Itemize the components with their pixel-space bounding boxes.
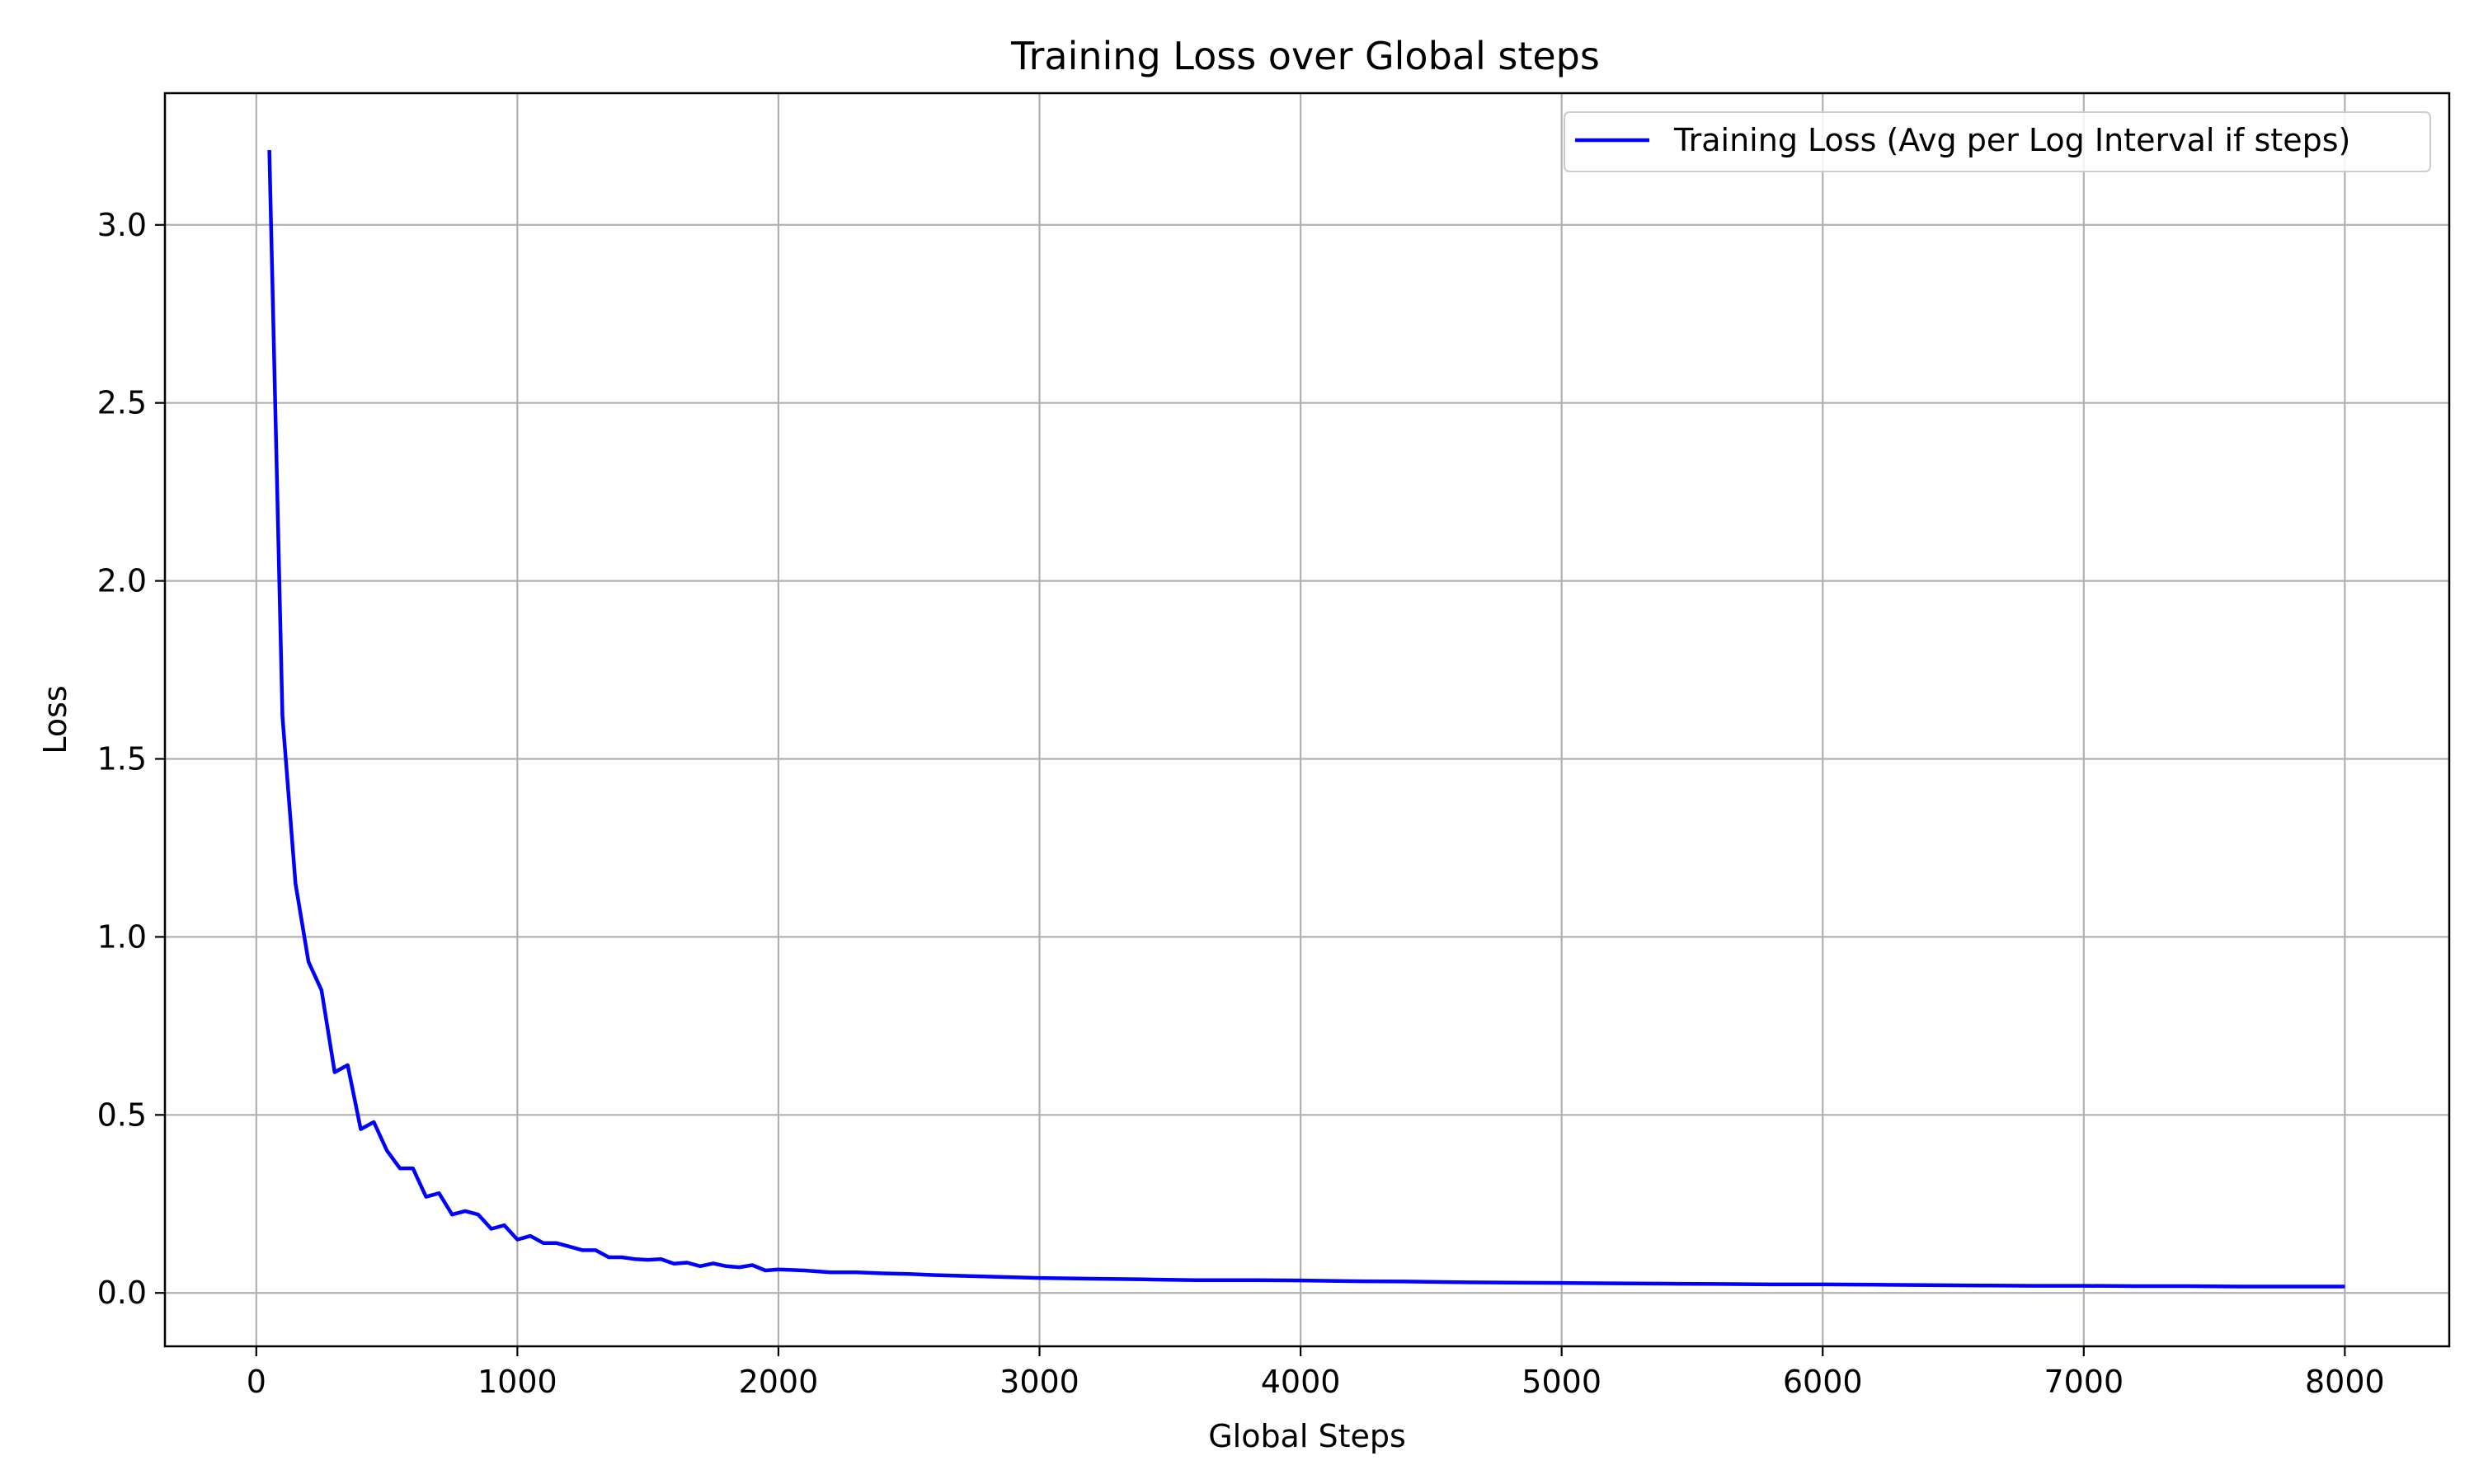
y-tick-label: 0.5 [97, 1097, 147, 1133]
y-tick-label: 2.5 [97, 385, 147, 421]
y-tick-label: 3.0 [97, 207, 147, 243]
legend-box [1564, 111, 2431, 172]
series-line [267, 150, 2345, 1289]
y-tick-label: 2.0 [97, 563, 147, 599]
plot-frame [163, 92, 2451, 1348]
legend: Training Loss (Avg per Log Interval if s… [1564, 111, 2431, 172]
legend-label: Training Loss (Avg per Log Interval if s… [1673, 122, 2350, 158]
y-tick-label: 1.5 [97, 741, 147, 777]
y-tick-label: 0.0 [97, 1275, 147, 1311]
x-axis-label: Global Steps [1208, 1418, 1406, 1454]
series-lines [267, 150, 2345, 1289]
x-tick-label: 0 [247, 1364, 266, 1400]
y-tick-label: 1.0 [97, 918, 147, 955]
x-tick-label: 3000 [999, 1364, 1079, 1400]
x-tick-label: 5000 [1522, 1364, 1602, 1400]
grid [165, 93, 2449, 1346]
x-tick-label: 6000 [1783, 1364, 1863, 1400]
chart-title: Training Loss over Global steps [1010, 34, 1600, 78]
x-tick-label: 8000 [2305, 1364, 2385, 1400]
x-tick-label: 4000 [1261, 1364, 1341, 1400]
x-tick-label: 7000 [2044, 1364, 2124, 1400]
x-tick-label: 2000 [739, 1364, 819, 1400]
x-tick-label: 1000 [477, 1364, 557, 1400]
y-axis-label: Loss [37, 685, 73, 754]
axis-ticks: 0 1000 2000 3000 4000 5000 6000 7000 8000 0.0 0.5 1… [97, 207, 2385, 1400]
